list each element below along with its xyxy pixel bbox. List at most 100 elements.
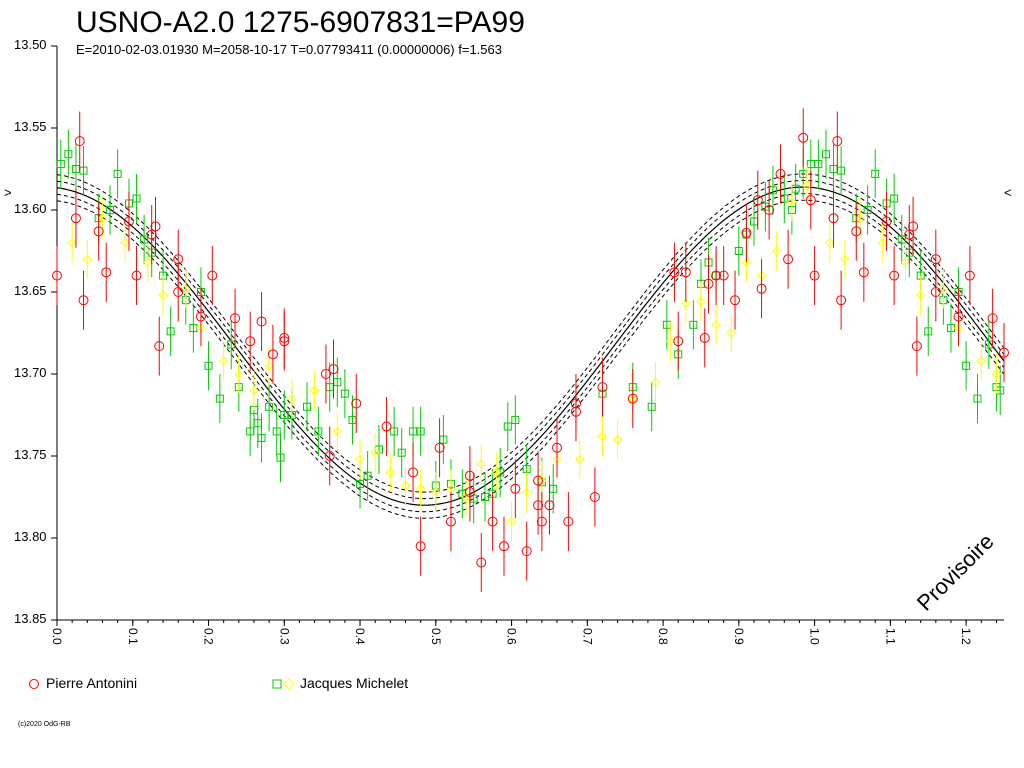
data-point-diamond — [67, 238, 77, 248]
data-point-diamond — [218, 356, 229, 366]
data-point-diamond — [287, 393, 297, 404]
data-point-circle — [987, 313, 998, 324]
data-point-square — [814, 160, 823, 169]
data-point-diamond — [461, 492, 471, 502]
data-point-diamond — [181, 284, 191, 294]
data-point-circle — [570, 398, 581, 409]
x-tick-label: 0.8 — [656, 628, 670, 645]
data-point-square — [897, 235, 906, 244]
data-point-square — [56, 160, 65, 169]
data-point-circle — [434, 442, 445, 453]
y-tick-label: 13.55 — [14, 119, 47, 134]
data-point-diamond — [143, 257, 153, 268]
legend-circle-icon — [29, 679, 39, 689]
data-point-square — [416, 427, 425, 436]
data-point-square — [863, 206, 872, 214]
data-point-square — [962, 361, 971, 370]
data-point-square — [734, 247, 743, 255]
data-point-diamond — [802, 180, 812, 191]
x-tick-label: 1.1 — [883, 628, 897, 645]
data-point-circle — [245, 336, 256, 347]
data-point-square — [409, 427, 418, 436]
data-point-diamond — [575, 454, 585, 464]
data-point-diamond — [158, 290, 168, 300]
data-point-circle — [563, 516, 574, 527]
data-point-square — [511, 415, 520, 424]
chart-subtitle: E=2010-02-03.01930 M=2058-10-17 T=0.0779… — [76, 42, 502, 57]
x-tick-label: 0.2 — [202, 628, 216, 645]
data-point-circle — [889, 270, 900, 281]
data-point-circle — [756, 283, 767, 294]
y-tick-label: 13.75 — [14, 447, 47, 462]
data-point-diamond — [840, 254, 850, 264]
data-point-diamond — [82, 254, 93, 264]
data-point-square — [257, 433, 266, 442]
data-point-circle — [230, 313, 241, 324]
data-point-diamond — [878, 238, 888, 248]
y-tick-label: 13.85 — [14, 611, 47, 626]
data-point-circle — [279, 332, 290, 343]
data-point-circle — [74, 136, 85, 147]
data-point-diamond — [120, 238, 130, 248]
data-point-circle — [154, 341, 165, 352]
fit-curve-group — [56, 173, 1005, 519]
data-point-circle — [805, 195, 816, 206]
data-point-circle — [498, 541, 509, 552]
data-point-circle — [93, 226, 104, 237]
legend: Pierre Antonini Jacques Michelet — [29, 675, 408, 691]
data-point-diamond — [385, 467, 396, 478]
data-point-diamond — [400, 480, 411, 491]
data-point-circle — [173, 287, 184, 297]
data-point-circle — [764, 205, 775, 215]
data-point-circle — [711, 270, 722, 281]
data-point-circle — [476, 557, 487, 568]
data-point-circle — [730, 295, 741, 306]
data-point-square — [647, 402, 656, 411]
data-point-circle — [408, 467, 419, 478]
data-point-circle — [351, 398, 362, 409]
data-point-diamond — [491, 467, 502, 478]
data-point-circle — [930, 287, 941, 297]
data-point-diamond — [772, 246, 782, 256]
data-point-square — [871, 169, 880, 178]
data-point-square — [280, 411, 289, 419]
data-point-circle — [381, 421, 392, 432]
data-point-circle — [703, 278, 714, 289]
data-point-diamond — [681, 298, 691, 309]
data-point-circle — [207, 270, 218, 281]
data-point-circle — [146, 229, 157, 240]
data-point-circle — [589, 492, 600, 502]
data-point-square — [924, 327, 933, 336]
data-point-diamond — [825, 238, 835, 248]
data-point-diamond — [612, 434, 623, 445]
legend-square-icon — [272, 679, 282, 689]
data-point-circle — [752, 195, 763, 206]
data-point-square — [166, 327, 175, 336]
data-point-circle — [832, 136, 843, 147]
data-point-diamond — [976, 356, 986, 366]
data-point-diamond — [787, 197, 797, 207]
fit-lower-envelope-outer — [56, 199, 1005, 519]
data-point-square — [356, 479, 365, 488]
data-point-circle — [131, 270, 142, 281]
data-point-circle — [809, 270, 820, 281]
data-point-circle — [699, 332, 710, 343]
data-point-diamond — [650, 377, 661, 387]
data-point-square — [390, 427, 399, 436]
data-point-circle — [597, 382, 608, 393]
data-point-square — [132, 194, 141, 203]
data-point-circle — [858, 267, 869, 278]
data-point-diamond — [711, 320, 721, 330]
y-tick-label: 13.60 — [14, 201, 47, 216]
data-point-circle — [52, 270, 62, 281]
data-point-square — [303, 402, 312, 411]
data-point-square — [481, 493, 490, 501]
data-point-square — [140, 235, 149, 244]
data-point-circle — [78, 295, 89, 306]
data-point-diamond — [431, 487, 441, 497]
data-point-square — [363, 471, 372, 480]
data-point-diamond — [476, 459, 486, 469]
data-point-circle — [150, 221, 161, 232]
left-phase-marker: > — [4, 185, 12, 200]
